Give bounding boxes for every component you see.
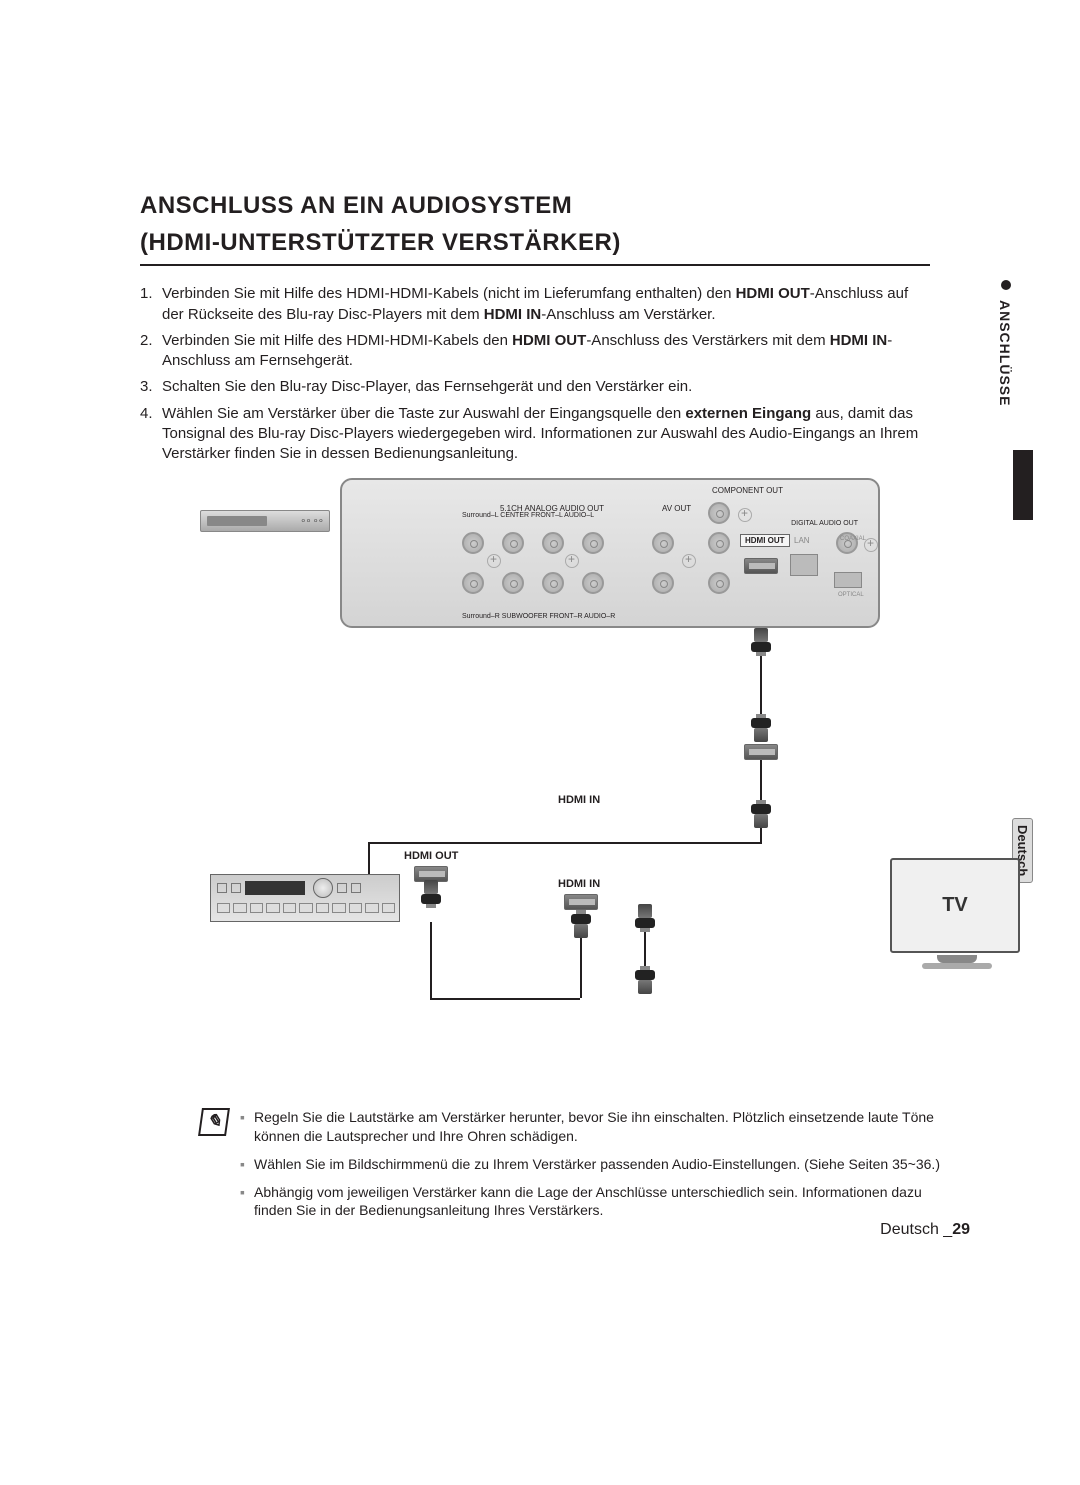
hdmi-port-icon [564,894,598,910]
page-footer: Deutsch _29 [880,1221,970,1239]
label-optical: OPTICAL [838,592,864,598]
label-av-out: AV OUT [662,504,691,513]
step-body: Verbinden Sie mit Hilfe des HDMI-HDMI-Ka… [162,284,930,325]
screw-icon [864,538,878,552]
screw-icon [565,554,579,568]
lan-port-icon [790,554,818,576]
step-item: 3.Schalten Sie den Blu-ray Disc-Player, … [140,377,930,397]
footer-language: Deutsch _ [880,1221,952,1238]
jack-icon [542,532,564,554]
label-component-out: COMPONENT OUT [712,486,783,495]
note-pencil-icon: ✎ [198,1108,230,1136]
amplifier-icon [210,874,400,922]
label-hdmi-out: HDMI OUT [740,534,790,547]
tv-icon: TV [890,858,1020,953]
label-hdmi-in-tv: HDMI IN [558,878,600,890]
jack-icon [708,502,730,524]
screw-icon [682,554,696,568]
note-bullet-icon: ▪ [240,1108,254,1144]
hdmi-connector-icon [568,910,594,938]
screw-icon [738,508,752,522]
tv-label: TV [942,894,968,917]
note-item: ▪Wählen Sie im Bildschirmmenü die zu Ihr… [200,1155,940,1173]
label-hdmi-in-amp: HDMI IN [558,794,600,806]
note-icon-cell [200,1155,240,1173]
step-item: 4.Wählen Sie am Verstärker über die Tast… [140,404,930,465]
cable-line [368,842,762,844]
jack-icon [652,532,674,554]
step-body: Wählen Sie am Verstärker über die Taste … [162,404,930,465]
jack-icon [502,572,524,594]
note-text: Wählen Sie im Bildschirmmenü die zu Ihre… [254,1155,940,1173]
cable-line [368,842,370,874]
step-number: 2. [140,331,162,372]
back-panel: COMPONENT OUT 5.1CH ANALOG AUDIO OUT AV … [340,478,880,628]
label-row1: Surround–L CENTER FRONT–L AUDIO–L [462,512,594,519]
label-coaxial: COAXIAL [840,536,866,542]
step-item: 1.Verbinden Sie mit Hilfe des HDMI-HDMI-… [140,284,930,325]
hdmi-connector-icon [632,904,658,932]
jack-icon [542,572,564,594]
title-underline [140,264,930,266]
cable-line [644,932,646,966]
step-body: Schalten Sie den Blu-ray Disc-Player, da… [162,377,930,397]
cable-line [760,760,762,800]
jack-icon [502,532,524,554]
step-item: 2.Verbinden Sie mit Hilfe des HDMI-HDMI-… [140,331,930,372]
hdmi-connector-icon [748,714,774,742]
step-number: 1. [140,284,162,325]
note-bullet-icon: ▪ [240,1155,254,1173]
step-number: 4. [140,404,162,465]
step-body: Verbinden Sie mit Hilfe des HDMI-HDMI-Ka… [162,331,930,372]
section-sidetab: ANSCHLÜSSE [995,280,1025,710]
note-text: Regeln Sie die Lautstärke am Verstärker … [254,1108,940,1144]
sidetab-bullet-icon [1001,280,1011,290]
cable-line [760,828,762,842]
section-title-1: ANSCHLUSS AN EIN AUDIOSYSTEM [140,190,980,221]
sidetab-indicator [1013,450,1033,520]
note-icon-cell: ✎ [200,1108,240,1144]
section-title-2: (HDMI-UNTERSTÜTZTER VERSTÄRKER) [140,227,980,258]
sidetab-label: ANSCHLÜSSE [997,300,1013,406]
step-number: 3. [140,377,162,397]
note-item: ▪Abhängig vom jeweiligen Verstärker kann… [200,1183,940,1219]
note-icon-cell [200,1183,240,1219]
jack-icon [582,572,604,594]
hdmi-connector-icon [748,628,774,656]
connection-diagram: ∘∘ ∘∘ COMPONENT OUT 5.1CH ANALOG AUDIO O… [200,478,890,1048]
jack-icon [652,572,674,594]
hdmi-port-icon [744,744,778,760]
jack-icon [462,572,484,594]
hdmi-port-icon [744,558,778,574]
label-digital-audio: DIGITAL AUDIO OUT [791,520,858,527]
blu-ray-player-icon: ∘∘ ∘∘ [200,510,330,532]
hdmi-connector-icon [418,880,444,908]
footer-page-number: 29 [952,1221,970,1238]
label-lan: LAN [794,536,810,545]
jack-icon [582,532,604,554]
jack-icon [708,572,730,594]
note-text: Abhängig vom jeweiligen Verstärker kann … [254,1183,940,1219]
notes-block: ✎▪Regeln Sie die Lautstärke am Verstärke… [200,1108,940,1219]
note-bullet-icon: ▪ [240,1183,254,1219]
jack-icon [462,532,484,554]
cable-line [430,998,580,1000]
steps-list: 1.Verbinden Sie mit Hilfe des HDMI-HDMI-… [140,284,930,464]
hdmi-connector-icon [632,966,658,994]
optical-port-icon [834,572,862,588]
note-item: ✎ ▪Regeln Sie die Lautstärke am Verstärke… [200,1108,940,1144]
cable-line [760,656,762,714]
label-row2: Surround–R SUBWOOFER FRONT–R AUDIO–R [462,613,615,620]
screw-icon [487,554,501,568]
cable-line [580,938,582,998]
hdmi-connector-icon [748,800,774,828]
cable-line [430,922,432,998]
label-hdmi-out-amp: HDMI OUT [404,850,458,862]
jack-icon [708,532,730,554]
